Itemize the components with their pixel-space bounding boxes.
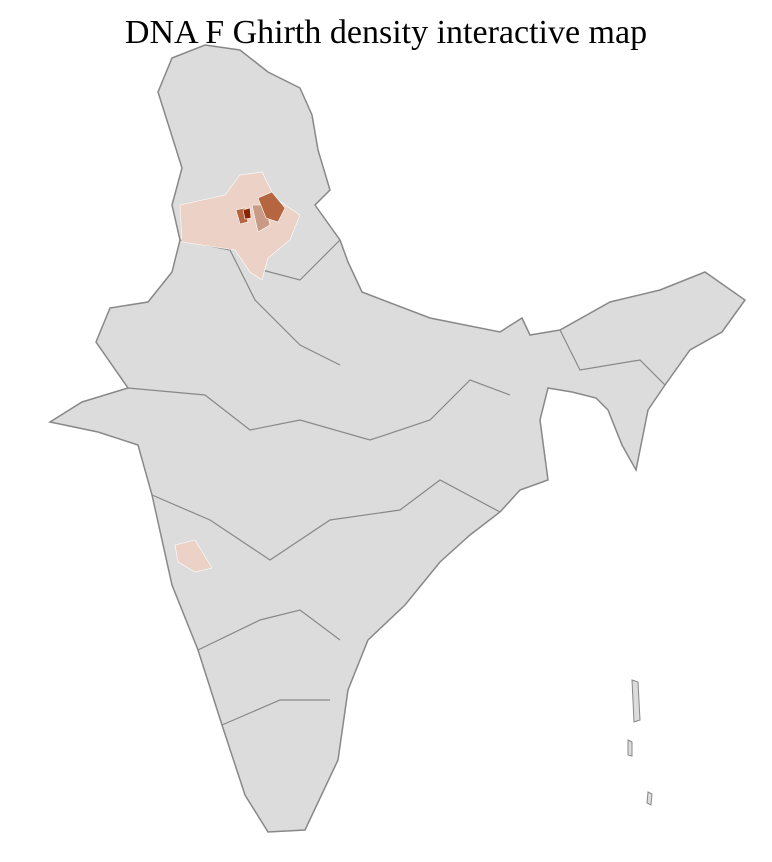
density-districts	[174, 171, 301, 573]
district-very-high[interactable]	[242, 207, 252, 220]
andaman-islands	[627, 679, 653, 806]
district-high[interactable]	[257, 191, 286, 223]
district-low-maharashtra[interactable]	[174, 539, 213, 573]
map-title: DNA F Ghirth density interactive map	[124, 14, 648, 51]
india-outline[interactable]	[48, 44, 747, 833]
